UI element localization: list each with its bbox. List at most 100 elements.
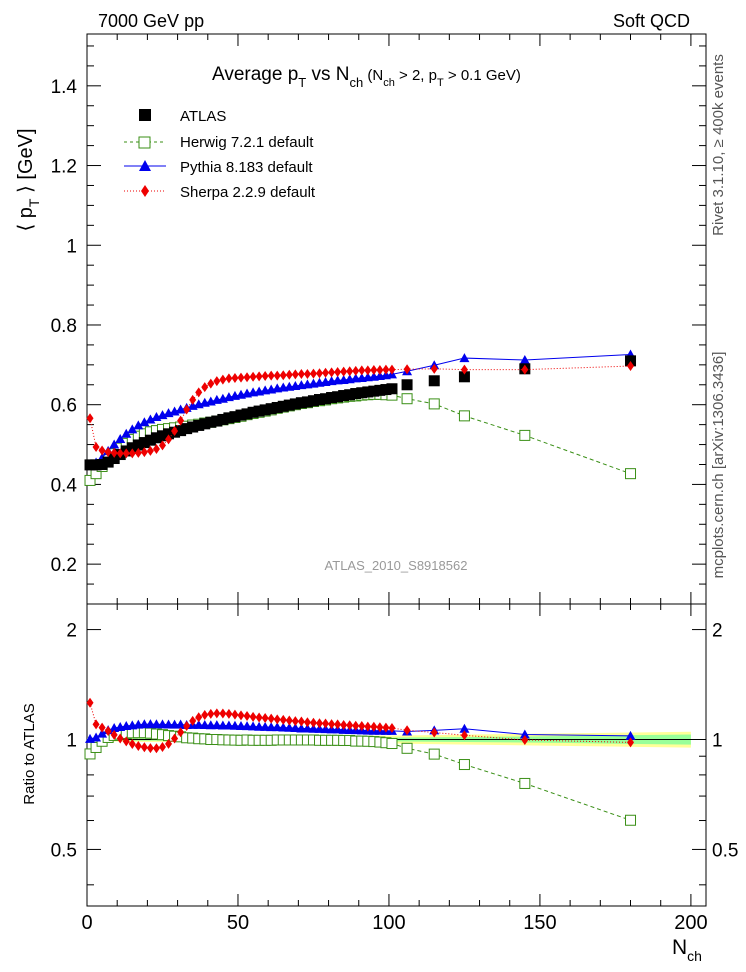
- main-point-sherpa: [261, 371, 269, 381]
- rivet-label: Rivet 3.1.10, ≥ 400k events: [710, 54, 727, 236]
- legend-marker-pythia: [139, 160, 151, 171]
- y-tick-label: 0.2: [51, 555, 77, 576]
- main-point-pythia: [115, 433, 126, 443]
- main-point-sherpa: [158, 440, 166, 451]
- ratio-y-tick-label-right: 2: [712, 621, 723, 642]
- main-point-sherpa: [382, 364, 390, 375]
- ratio-point-pythia: [175, 719, 186, 729]
- ratio-point-pythia: [625, 730, 636, 740]
- main-point-atlas: [277, 400, 289, 412]
- main-point-sherpa: [346, 366, 354, 377]
- ratio-point-sherpa: [128, 739, 136, 750]
- main-point-sherpa: [358, 365, 366, 376]
- series-layer: [84, 349, 637, 486]
- ratio-point-sherpa: [273, 714, 281, 725]
- ratio-point-sherpa: [243, 710, 251, 721]
- ratio-point-sherpa: [189, 715, 197, 726]
- main-point-atlas: [320, 393, 332, 405]
- main-point-atlas: [458, 371, 470, 383]
- ratio-point-sherpa: [328, 719, 336, 730]
- legend: ATLAS Herwig 7.2.1 default Pythia 8.183 …: [124, 108, 316, 201]
- y-axis-label: ⟨ pT ⟩ [GeV]: [15, 128, 42, 231]
- ratio-point-sherpa: [146, 743, 154, 754]
- ratio-point-pythia: [519, 729, 530, 739]
- ratio-point-pythia: [459, 723, 470, 733]
- main-point-atlas: [271, 401, 283, 413]
- ratio-point-sherpa: [249, 711, 257, 722]
- main-point-atlas: [150, 432, 162, 444]
- main-point-atlas: [368, 385, 380, 397]
- main-point-sherpa: [183, 404, 191, 415]
- ratio-series-sherpa: [86, 697, 635, 754]
- ratio-point-sherpa: [358, 720, 366, 731]
- main-point-sherpa: [352, 365, 360, 376]
- main-point-atlas: [625, 355, 637, 367]
- ratio-point-sherpa: [346, 720, 354, 731]
- ratio-point-sherpa: [177, 727, 185, 738]
- y-tick-label: 1.4: [51, 77, 78, 98]
- ratio-point-sherpa: [460, 730, 468, 741]
- ratio-point-sherpa: [219, 708, 227, 719]
- main-point-atlas: [428, 375, 440, 387]
- ratio-y-tick-label-left: 0.5: [51, 840, 77, 861]
- ratio-point-herwig: [625, 814, 637, 826]
- ratio-point-sherpa: [104, 726, 112, 737]
- ratio-point-sherpa: [86, 697, 94, 708]
- main-point-sherpa: [322, 367, 330, 378]
- ratio-point-sherpa: [237, 710, 245, 721]
- y-tick-label: 1.2: [51, 157, 77, 178]
- ratio-point-sherpa: [303, 717, 311, 728]
- main-point-atlas: [181, 423, 193, 435]
- main-point-sherpa: [340, 366, 348, 377]
- ratio-point-sherpa: [285, 715, 293, 726]
- main-point-sherpa: [177, 415, 185, 426]
- ratio-point-sherpa: [352, 720, 360, 731]
- main-point-herwig: [84, 474, 96, 486]
- main-point-atlas: [144, 434, 156, 446]
- main-point-sherpa: [110, 447, 118, 458]
- main-point-atlas: [235, 409, 247, 421]
- y-tick-label: 0.4: [51, 475, 78, 496]
- ratio-point-sherpa: [152, 743, 160, 754]
- ratio-point-sherpa: [322, 718, 330, 729]
- main-point-atlas: [205, 416, 217, 428]
- ratio-point-sherpa: [376, 722, 384, 733]
- main-point-atlas: [265, 403, 277, 415]
- ratio-point-sherpa: [213, 708, 221, 719]
- ratio-point-sherpa: [92, 719, 100, 730]
- main-point-atlas: [138, 437, 150, 449]
- main-point-atlas: [96, 458, 108, 470]
- main-point-sherpa: [430, 363, 438, 374]
- main-point-sherpa: [86, 413, 94, 424]
- main-point-atlas: [338, 390, 350, 402]
- main-point-atlas: [362, 386, 374, 398]
- legend-marker-atlas: [139, 109, 151, 121]
- analysis-watermark: ATLAS_2010_S8918562: [325, 558, 468, 573]
- main-point-atlas: [229, 411, 241, 423]
- main-point-sherpa: [195, 387, 203, 398]
- ratio-point-sherpa: [195, 712, 203, 723]
- ratio-point-sherpa: [255, 712, 263, 723]
- legend-label-herwig: Herwig 7.2.1 default: [180, 134, 314, 151]
- main-point-atlas: [283, 399, 295, 411]
- ratio-point-sherpa: [279, 714, 287, 725]
- ratio-y-tick-label-left: 2: [66, 621, 77, 642]
- ratio-series-layer: [84, 697, 637, 826]
- y-tick-label: 0.6: [51, 396, 77, 417]
- ratio-point-sherpa: [309, 717, 317, 728]
- mcplots-label: mcplots.cern.ch [arXiv:1306.3436]: [710, 352, 727, 579]
- main-point-sherpa: [376, 365, 384, 376]
- main-series-sherpa: [86, 361, 635, 459]
- main-point-herwig: [519, 429, 531, 441]
- x-tick-label: 100: [372, 912, 405, 934]
- main-point-sherpa: [328, 367, 336, 378]
- ratio-point-sherpa: [110, 729, 118, 740]
- main-point-atlas: [307, 395, 319, 407]
- main-point-sherpa: [225, 373, 233, 384]
- main-point-sherpa: [171, 426, 179, 437]
- ratio-point-sherpa: [171, 733, 179, 744]
- ratio-point-sherpa: [261, 713, 269, 724]
- chart-title: Average pT vs Nch (Nch > 2, pT > 0.1 GeV…: [212, 64, 521, 90]
- main-point-sherpa: [370, 365, 378, 376]
